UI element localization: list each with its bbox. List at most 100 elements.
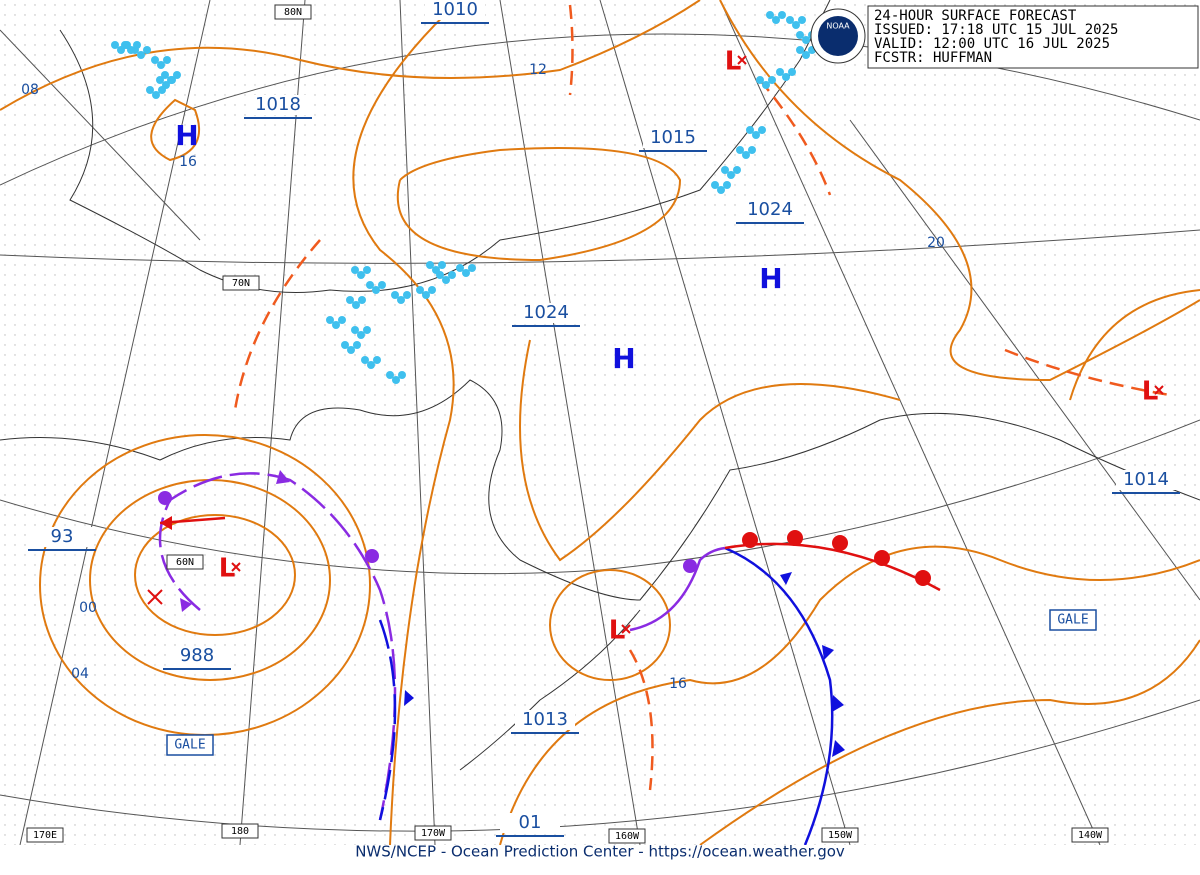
latitude-line (0, 699, 1200, 832)
trough (233, 239, 321, 411)
ice-dot (776, 68, 784, 76)
cold-front (724, 546, 834, 846)
warning-box (166, 734, 214, 756)
grid-label-box (608, 828, 646, 844)
high-center: H (759, 262, 782, 295)
grid-label: 60N (176, 557, 194, 568)
grid-label-box (222, 275, 260, 291)
ice-dot (762, 81, 770, 89)
grid-label: 150W (828, 830, 853, 841)
pressure-label: 1015 (650, 127, 696, 148)
meridian (19, 0, 211, 846)
footer: NWS/NCEP - Ocean Prediction Center - htt… (355, 843, 845, 861)
grid-label: 180 (231, 826, 249, 837)
ice-dot (727, 171, 735, 179)
ice-dot (802, 36, 810, 44)
label-bg (248, 95, 308, 115)
grid-label-box (221, 823, 259, 839)
ice-dot (151, 56, 159, 64)
ice-dot (398, 371, 406, 379)
label-bg (516, 303, 576, 323)
ice-dot (143, 46, 151, 54)
cold-symbol (822, 645, 834, 660)
ice-dot (137, 51, 145, 59)
ice-dot (796, 46, 804, 54)
ice-dot (442, 276, 450, 284)
warning-label: GALE (174, 738, 205, 753)
ice-dot (766, 11, 774, 19)
ice-dot (366, 281, 374, 289)
cold-symbol (832, 740, 845, 757)
pressure-label: 93 (51, 526, 74, 547)
ice-dot (462, 269, 470, 277)
ice-dot (357, 331, 365, 339)
ice-dot (403, 291, 411, 299)
ice-dot (338, 316, 346, 324)
ice-dot (121, 41, 129, 49)
cold-symbol (780, 572, 792, 585)
front-symbols (147, 470, 931, 757)
low-mark (621, 624, 631, 634)
meridian (0, 29, 201, 241)
grid-label: 140W (1078, 830, 1103, 841)
ice-dot (161, 71, 169, 79)
ice-dot (391, 291, 399, 299)
pressure-label: 1018 (255, 94, 301, 115)
ice-dot (438, 261, 446, 269)
grid-label: 170E (33, 830, 57, 841)
ice-dot (782, 73, 790, 81)
ice-dot (347, 346, 355, 354)
ice-dot (127, 46, 135, 54)
ice-symbols (111, 11, 816, 384)
isobar-label: 04 (71, 666, 89, 682)
occluded-front (629, 546, 726, 632)
grid-label: 160W (615, 831, 640, 842)
trough (759, 79, 832, 196)
isobar-label: 12 (529, 62, 547, 78)
coastline (0, 379, 1200, 601)
grid-label: 70N (232, 278, 250, 289)
ice-dot (326, 316, 334, 324)
low-mark (737, 55, 747, 65)
grid-label: 170W (421, 828, 446, 839)
coastlines (0, 0, 1200, 771)
ice-dot (133, 41, 141, 49)
ice-dot (756, 76, 764, 84)
occluded-symbol (180, 598, 192, 612)
logo-disc (818, 16, 858, 56)
label-bg (1116, 470, 1176, 490)
ice-dot (372, 286, 380, 294)
meridian (849, 119, 1200, 601)
label-bg (167, 646, 227, 666)
latitude-line (0, 229, 1200, 264)
label-bg (515, 710, 575, 730)
isobar (519, 339, 901, 562)
pressure-label: 01 (519, 812, 542, 833)
ice-dot (448, 271, 456, 279)
pressure-label: 1024 (747, 199, 793, 220)
ice-dot (416, 286, 424, 294)
ice-dot (351, 326, 359, 334)
coastline (459, 609, 641, 771)
meridian (239, 0, 306, 846)
ice-dot (341, 341, 349, 349)
grid-label-box (821, 827, 859, 843)
ice-dot (796, 31, 804, 39)
isobar-label: 20 (927, 235, 945, 251)
ice-dot (723, 181, 731, 189)
ice-dot (332, 321, 340, 329)
meridian (399, 0, 436, 846)
isobar (396, 147, 682, 262)
high-center: H (175, 119, 198, 152)
isobar-label: 16 (669, 676, 687, 692)
ice-dot (468, 264, 476, 272)
ice-dot (758, 126, 766, 134)
low-center: L (609, 616, 626, 646)
ice-dot (746, 126, 754, 134)
isobar-label: 00 (79, 600, 97, 616)
grid-label-box (26, 827, 64, 843)
low-center: L (219, 554, 236, 584)
ice-dot (163, 56, 171, 64)
isobars (0, 0, 1200, 846)
ice-dot (351, 266, 359, 274)
